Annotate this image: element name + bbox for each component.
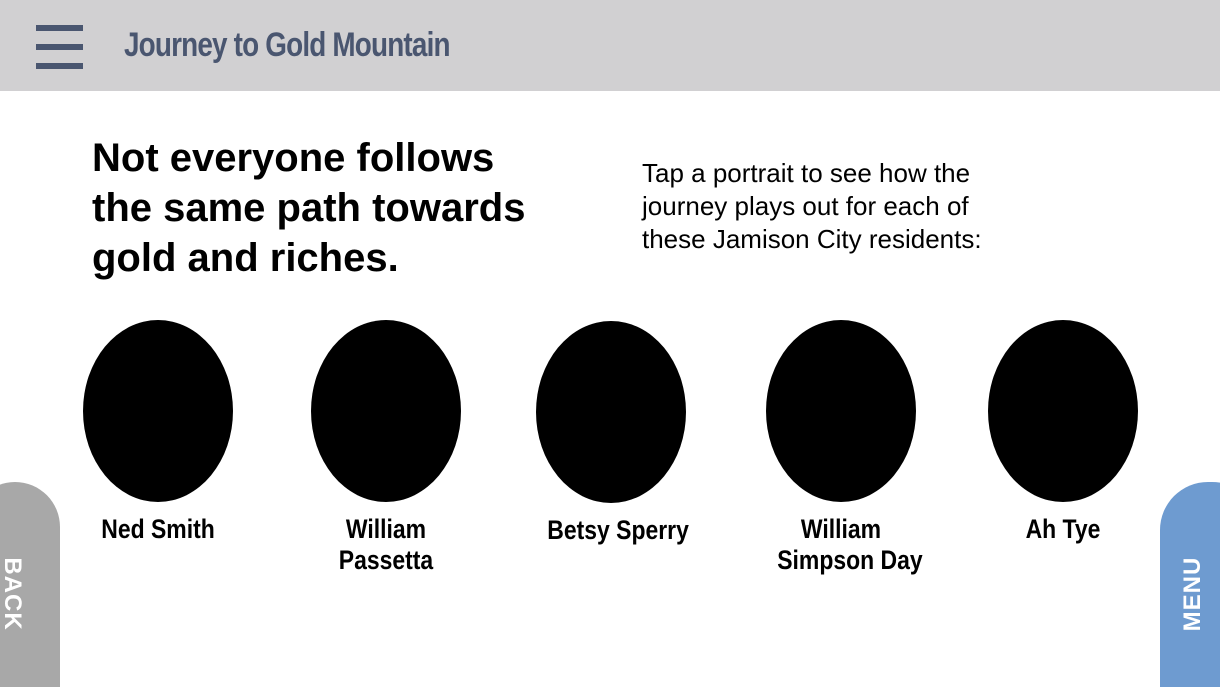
portrait-name-line: William — [345, 514, 427, 544]
portrait-silhouette[interactable] — [83, 320, 233, 502]
headline-line: gold and riches. — [92, 236, 399, 280]
hamburger-menu-icon[interactable] — [36, 25, 83, 70]
portrait-name: William Passetta — [322, 514, 450, 576]
portrait-silhouette[interactable] — [536, 321, 686, 503]
app-title: Journey to Gold Mountain — [124, 26, 451, 64]
portrait-william-simpson-day[interactable]: William Simpson Day — [766, 320, 923, 576]
instructions-line: these Jamison City residents: — [642, 224, 982, 254]
portrait-name: Ned Smith — [94, 514, 222, 545]
portrait-name-line: Passetta — [338, 545, 434, 575]
top-bar: Journey to Gold Mountain — [0, 0, 1220, 91]
portrait-silhouette[interactable] — [311, 320, 461, 502]
portrait-name-line: Ah Tye — [1025, 514, 1101, 544]
headline-line: the same path towards — [92, 186, 526, 230]
headline-line: Not everyone follows — [92, 136, 495, 180]
menu-button-label: MENU — [1179, 556, 1206, 632]
portrait-william-passetta[interactable]: William Passetta — [311, 320, 461, 576]
portrait-name-line: William — [800, 514, 882, 544]
portrait-name-line: Ned Smith — [101, 514, 215, 544]
portrait-name: Ah Tye — [999, 514, 1127, 545]
portrait-ah-tye[interactable]: Ah Tye — [988, 320, 1138, 545]
portrait-ned-smith[interactable]: Ned Smith — [83, 320, 233, 545]
portrait-name: Betsy Sperry — [547, 515, 689, 546]
menu-button[interactable]: MENU — [1160, 482, 1220, 687]
instructions-line: journey plays out for each of — [642, 191, 969, 221]
portrait-betsy-sperry[interactable]: Betsy Sperry — [536, 321, 689, 546]
portrait-name-line: Betsy Sperry — [547, 515, 689, 545]
instructions-text: Tap a portrait to see how the journey pl… — [642, 157, 1062, 256]
instructions-line: Tap a portrait to see how the — [642, 158, 971, 188]
portrait-name-line: Simpson Day — [777, 545, 923, 575]
headline: Not everyone follows the same path towar… — [92, 133, 652, 283]
portrait-name: William Simpson Day — [777, 514, 923, 576]
portrait-silhouette[interactable] — [988, 320, 1138, 502]
back-button-label: BACK — [0, 557, 26, 631]
portrait-silhouette[interactable] — [766, 320, 916, 502]
back-button[interactable]: BACK — [0, 482, 60, 687]
